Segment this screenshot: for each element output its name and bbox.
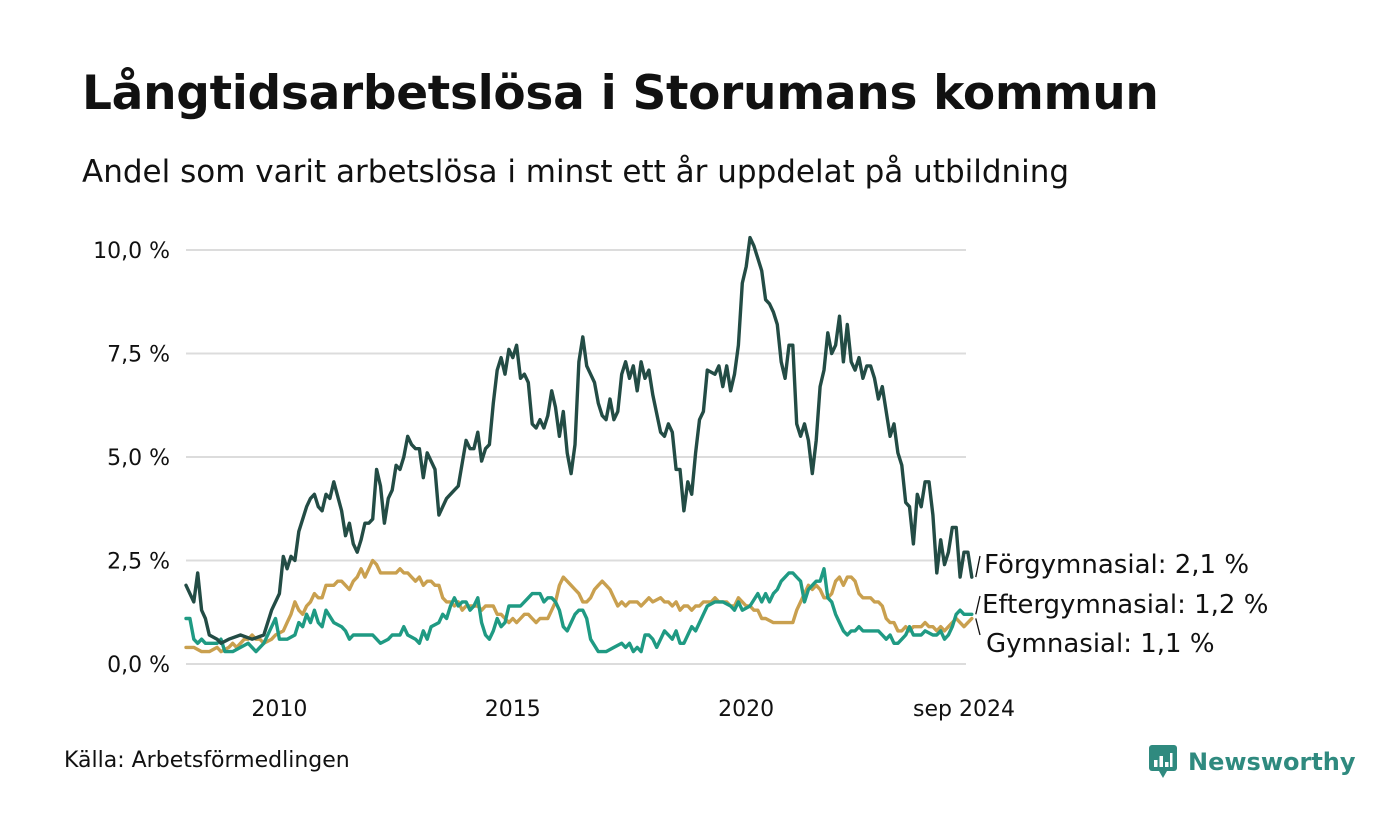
y-tick-label: 7,5 % — [107, 343, 170, 368]
source-note: Källa: Arbetsförmedlingen — [64, 748, 350, 773]
newsworthy-logo-icon — [1149, 745, 1177, 778]
y-tick-label: 5,0 % — [107, 446, 170, 471]
brand-name: Newsworthy — [1188, 748, 1356, 776]
series-line-gymnasial — [184, 558, 974, 654]
series-line-förgymnasial — [184, 235, 974, 645]
chart-subtitle: Andel som varit arbetslösa i minst ett å… — [82, 154, 1070, 190]
y-tick-label: 0,0 % — [107, 653, 170, 678]
x-axis: 2010 2015 2020 sep 2024 — [251, 697, 1015, 722]
grid-lines — [186, 249, 966, 665]
end-labels: Förgymnasial: 2,1 % Eftergymnasial: 1,2 %… — [975, 550, 1268, 659]
leader-line — [975, 555, 981, 578]
series-line-eftergymnasial — [184, 567, 974, 654]
brand-logo: Newsworthy — [1148, 744, 1356, 780]
x-tick-label: sep 2024 — [913, 697, 1015, 722]
x-tick-label: 2020 — [718, 697, 774, 722]
y-tick-label: 10,0 % — [93, 239, 170, 264]
y-axis: 0,0 % 2,5 % 5,0 % 7,5 % 10,0 % — [93, 239, 170, 678]
chart-title: Långtidsarbetslösa i Storumans kommun — [82, 66, 1159, 121]
leader-line — [975, 618, 981, 636]
x-tick-label: 2010 — [251, 697, 307, 722]
y-tick-label: 2,5 % — [107, 550, 170, 575]
end-label-eftergymnasial: Eftergymnasial: 1,2 % — [982, 590, 1268, 620]
series-layer — [184, 235, 974, 654]
end-label-förgymnasial: Förgymnasial: 2,1 % — [984, 550, 1249, 580]
leader-line — [975, 595, 981, 615]
x-tick-label: 2015 — [485, 697, 541, 722]
end-label-gymnasial: Gymnasial: 1,1 % — [986, 629, 1215, 659]
